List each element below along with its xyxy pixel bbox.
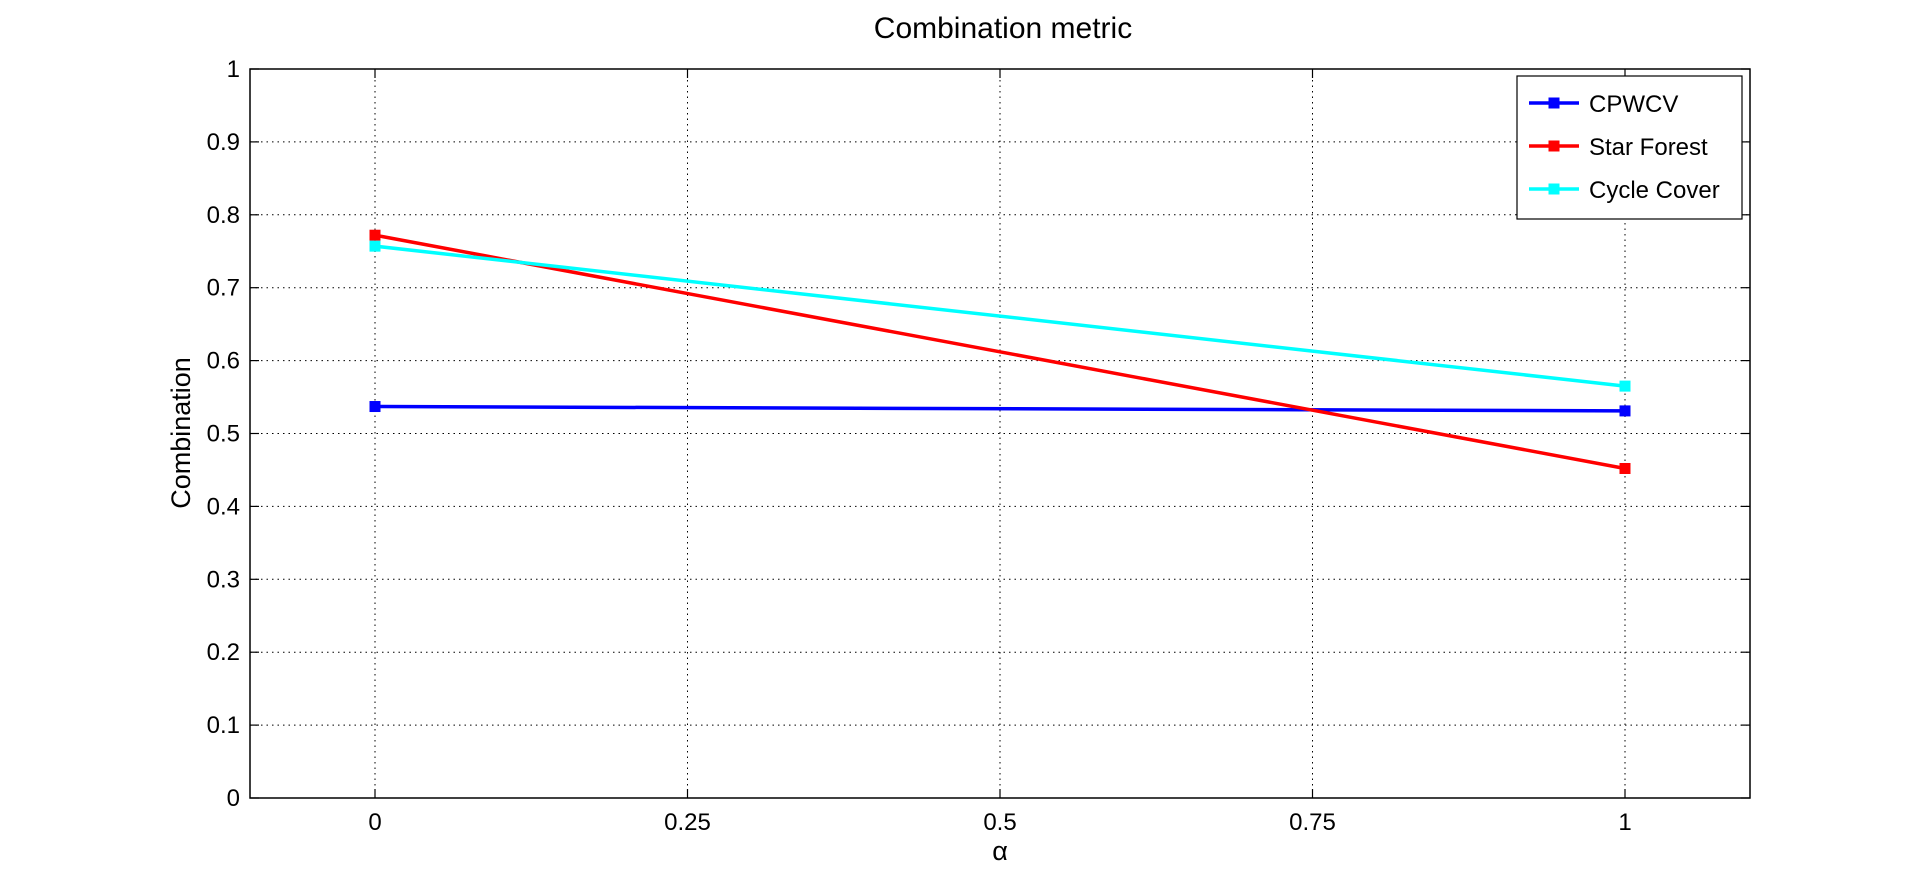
y-tick-label: 0.8	[207, 202, 240, 229]
y-tick-label: 0.7	[207, 275, 240, 302]
legend-label: Star Forest	[1589, 134, 1708, 161]
data-point-star-forest	[369, 229, 381, 241]
data-point-cycle-cover	[369, 240, 381, 252]
x-tick-label: 0.75	[1289, 809, 1336, 836]
y-tick-label: 0.9	[207, 129, 240, 156]
x-tick-label: 1	[1618, 809, 1631, 836]
series-layer	[369, 229, 1631, 474]
y-tick-label: 0.1	[207, 712, 240, 739]
data-point-cpwcv	[1619, 405, 1631, 417]
legend-marker	[1548, 183, 1560, 195]
legend-label: Cycle Cover	[1589, 177, 1720, 204]
x-tick-label: 0	[368, 809, 381, 836]
chart-title: Combination metric	[874, 12, 1132, 45]
series-line-star-forest	[374, 233, 1626, 471]
y-tick-label: 0.6	[207, 348, 240, 375]
legend-label: CPWCV	[1589, 91, 1678, 118]
y-axis-label: Combination	[166, 357, 196, 509]
grid	[250, 68, 1750, 799]
series-line-cpwcv	[374, 404, 1626, 413]
legend-marker	[1548, 140, 1560, 152]
legend-marker	[1548, 97, 1560, 109]
x-tick-label: 0.5	[983, 809, 1016, 836]
y-tick-label: 0	[227, 785, 240, 812]
y-tick-label: 0.4	[207, 493, 240, 520]
data-point-cpwcv	[369, 401, 381, 413]
y-tick-label: 1	[227, 56, 240, 83]
x-axis-label: α	[992, 836, 1008, 866]
y-tick-label: 0.2	[207, 639, 240, 666]
legend: CPWCV Star Forest Cycle Cover	[1516, 75, 1743, 220]
axis-ticks: 0 0.25 0.5 0.75 1 0 0.1 0.2 0.3 0.4 0.5 0.6 0.7 0.8 0.…	[207, 56, 1750, 836]
data-point-cycle-cover	[1619, 380, 1631, 392]
data-point-star-forest	[1619, 462, 1631, 474]
y-tick-label: 0.3	[207, 566, 240, 593]
series-line-cycle-cover	[374, 244, 1626, 388]
y-tick-label: 0.5	[207, 421, 240, 448]
x-tick-label: 0.25	[664, 809, 711, 836]
